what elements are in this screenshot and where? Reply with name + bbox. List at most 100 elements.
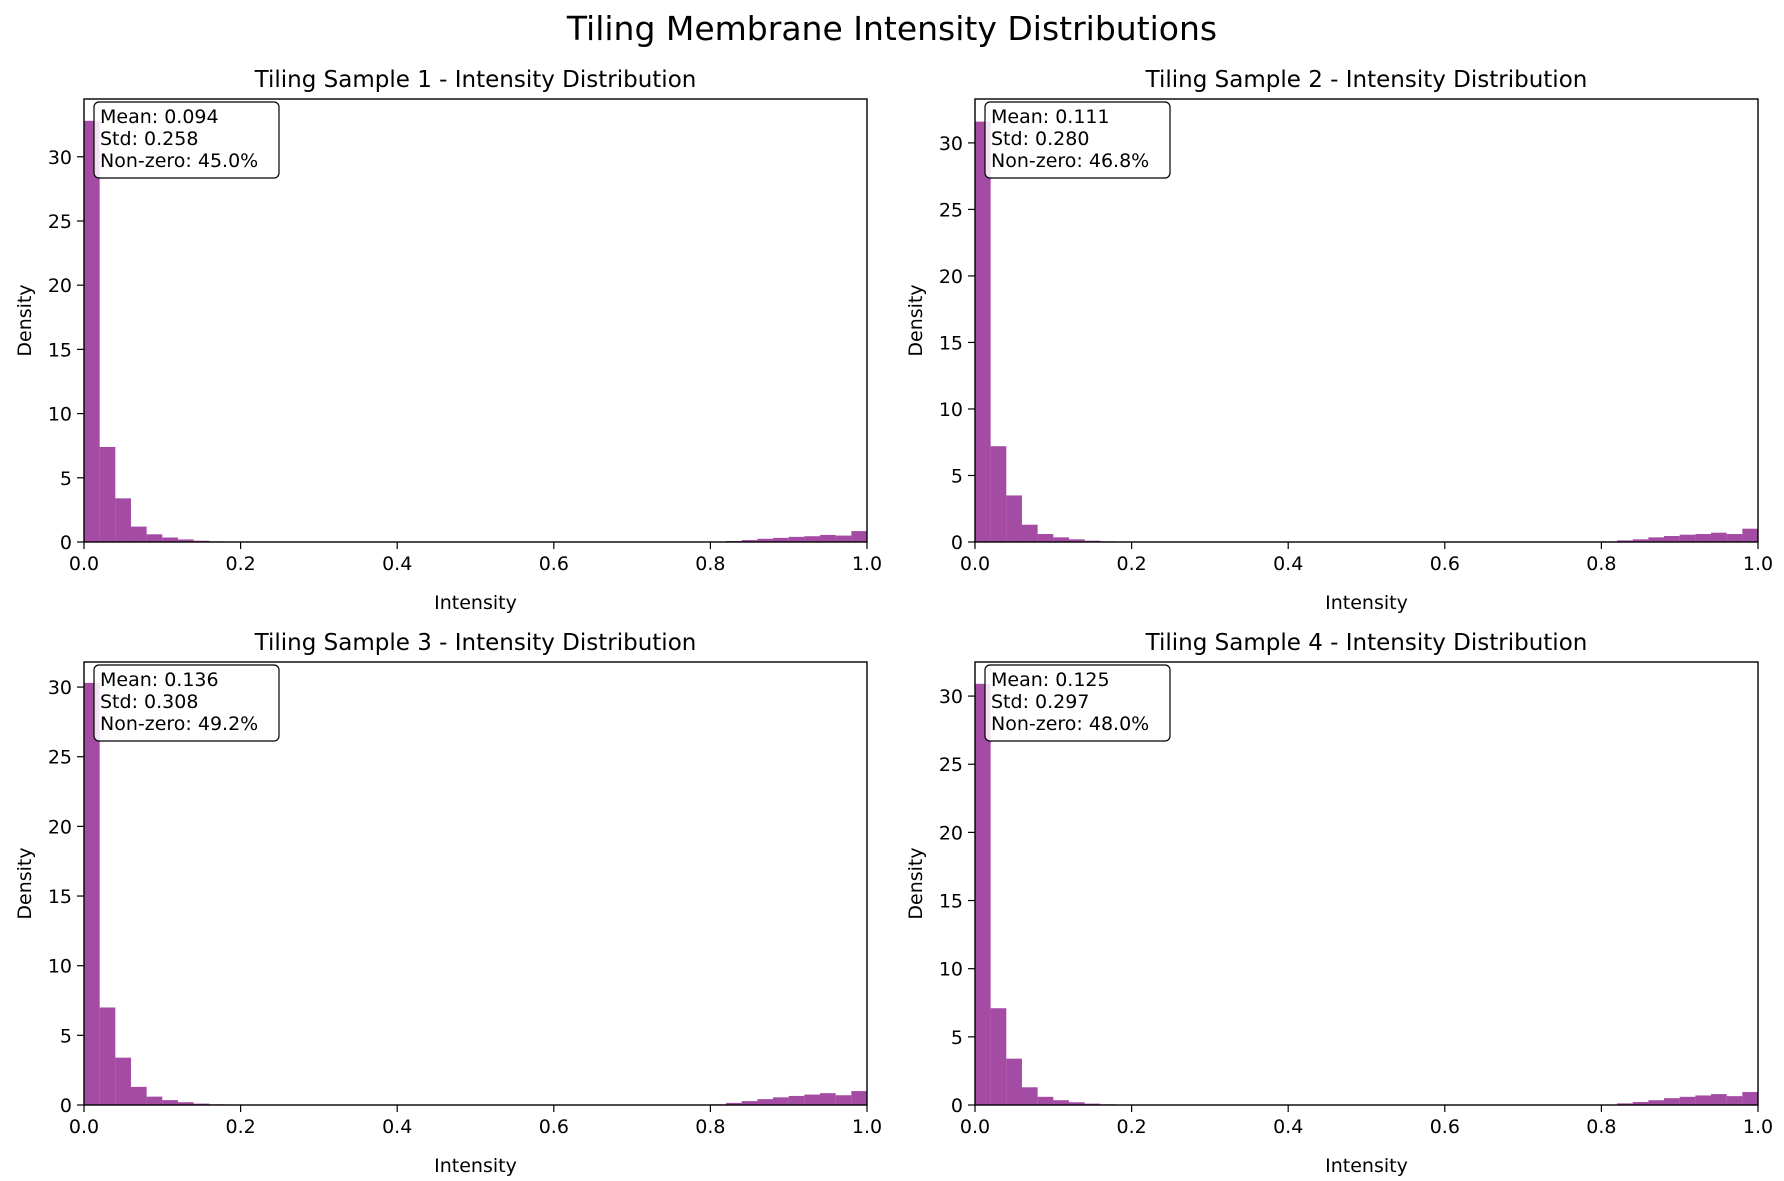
stats-nonzero: Non-zero: 49.2% — [100, 713, 258, 735]
histogram-bar — [1695, 534, 1712, 542]
x-tick-label: 0.6 — [1430, 1116, 1460, 1138]
histogram-bar — [990, 446, 1007, 542]
x-tick-label: 0.4 — [382, 553, 412, 575]
histogram-bar — [130, 526, 147, 542]
histogram-panel-3: 0.0 0.2 0.4 0.6 0.8 1.0 0 5 10 15 20 25 30 Intensity D… — [14, 630, 882, 1177]
x-tick-label: 0.0 — [960, 553, 990, 575]
histogram-bar — [851, 531, 867, 542]
axes-frame — [974, 98, 1759, 543]
histogram-bar — [773, 1097, 789, 1105]
y-tick-label: 5 — [951, 465, 963, 487]
histogram-bar — [1006, 1058, 1022, 1105]
stats-box — [984, 101, 1171, 179]
stats-nonzero: Non-zero: 48.0% — [991, 713, 1149, 735]
x-axis-label: Intensity — [1325, 592, 1408, 614]
x-tick-label: 0.2 — [1116, 1116, 1146, 1138]
histogram-bars — [975, 683, 1758, 1105]
x-tick-label: 0.8 — [1586, 1116, 1616, 1138]
histogram-bar — [99, 1007, 116, 1105]
histogram-bar — [1068, 1102, 1085, 1105]
histogram-bar — [835, 1095, 852, 1105]
histogram-bar — [788, 1095, 805, 1105]
histogram-bar — [1021, 1087, 1038, 1105]
y-tick-label: 15 — [939, 891, 963, 913]
histogram-bar — [1711, 532, 1727, 542]
x-tick-label: 0.8 — [695, 553, 725, 575]
y-tick-label: 15 — [939, 332, 963, 354]
y-tick-label: 30 — [939, 133, 963, 155]
x-axis-label: Intensity — [434, 1155, 517, 1177]
axes-frame — [83, 98, 868, 543]
histogram-bar — [177, 539, 194, 542]
histogram-bar — [773, 537, 789, 542]
histogram-panel-4: 0.0 0.2 0.4 0.6 0.8 1.0 0 5 10 15 20 25 30 Intensity D… — [905, 630, 1773, 1177]
histogram-bar — [804, 536, 821, 542]
y-tick-label: 25 — [939, 199, 963, 221]
y-tick-label: 0 — [60, 1095, 72, 1117]
histogram-bar — [1742, 1092, 1758, 1105]
y-tick-label: 10 — [48, 404, 72, 426]
x-tick-label: 0.8 — [1586, 553, 1616, 575]
stats-box — [93, 101, 280, 179]
stats-std: Std: 0.280 — [991, 128, 1089, 150]
histogram-bar — [1711, 1094, 1727, 1105]
subplot-title: Tiling Sample 3 - Intensity Distribution — [254, 630, 697, 656]
histogram-bar — [741, 1101, 758, 1105]
histogram-bar — [1726, 534, 1743, 542]
y-tick-label: 5 — [951, 1027, 963, 1049]
y-tick-label: 0 — [60, 532, 72, 554]
y-tick-label: 30 — [48, 677, 72, 699]
y-tick-label: 30 — [939, 686, 963, 708]
x-axis-label: Intensity — [434, 592, 517, 614]
histogram-bar — [1617, 540, 1633, 542]
subplot-title: Tiling Sample 2 - Intensity Distribution — [1145, 67, 1588, 93]
histogram-bar — [975, 683, 991, 1105]
x-tick-label: 1.0 — [1743, 1116, 1773, 1138]
y-tick-label: 15 — [48, 339, 72, 361]
histogram-bar — [726, 1102, 742, 1105]
y-axis-label: Density — [14, 284, 36, 356]
stats-box — [984, 664, 1171, 742]
histogram-bar — [1742, 528, 1758, 542]
histogram-bar — [146, 534, 163, 542]
stats-mean: Mean: 0.094 — [100, 106, 219, 128]
y-tick-label: 5 — [60, 468, 72, 490]
stats-nonzero: Non-zero: 46.8% — [991, 150, 1149, 172]
stats-std: Std: 0.308 — [100, 691, 198, 713]
x-tick-label: 0.2 — [1116, 553, 1146, 575]
histogram-bars — [975, 121, 1758, 543]
x-tick-label: 0.0 — [69, 553, 99, 575]
histogram-bar — [1068, 539, 1085, 542]
y-tick-label: 20 — [48, 816, 72, 838]
histogram-bar — [1053, 1100, 1069, 1105]
histogram-bar — [820, 534, 836, 542]
histogram-bar — [84, 120, 100, 543]
subplot-title: Tiling Sample 1 - Intensity Distribution — [254, 67, 697, 93]
histogram-bar — [975, 121, 991, 543]
histogram-bar — [851, 1091, 867, 1105]
x-tick-label: 0.4 — [1273, 553, 1303, 575]
y-tick-label: 10 — [939, 399, 963, 421]
x-tick-label: 0.8 — [695, 1116, 725, 1138]
stats-mean: Mean: 0.111 — [991, 106, 1110, 128]
x-tick-label: 1.0 — [852, 553, 882, 575]
histogram-bar — [1679, 534, 1696, 542]
histogram-bar — [162, 1100, 178, 1105]
histogram-bar — [820, 1093, 836, 1105]
histogram-bar — [1679, 1096, 1696, 1105]
histogram-bar — [162, 537, 178, 542]
y-tick-label: 30 — [48, 147, 72, 169]
histogram-bar — [757, 538, 774, 542]
histogram-bar — [84, 682, 100, 1105]
y-tick-label: 25 — [48, 211, 72, 233]
histogram-bar — [990, 1008, 1007, 1105]
histogram-panel-2: 0.0 0.2 0.4 0.6 0.8 1.0 0 5 10 15 20 25 30 Intensity D… — [905, 67, 1773, 614]
y-tick-label: 0 — [951, 1095, 963, 1117]
histogram-bar — [1648, 1100, 1665, 1105]
histogram-bar — [1664, 536, 1680, 542]
y-tick-label: 0 — [951, 532, 963, 554]
axes-frame — [974, 661, 1759, 1106]
stats-box — [93, 664, 280, 742]
histogram-bar — [1695, 1095, 1712, 1105]
